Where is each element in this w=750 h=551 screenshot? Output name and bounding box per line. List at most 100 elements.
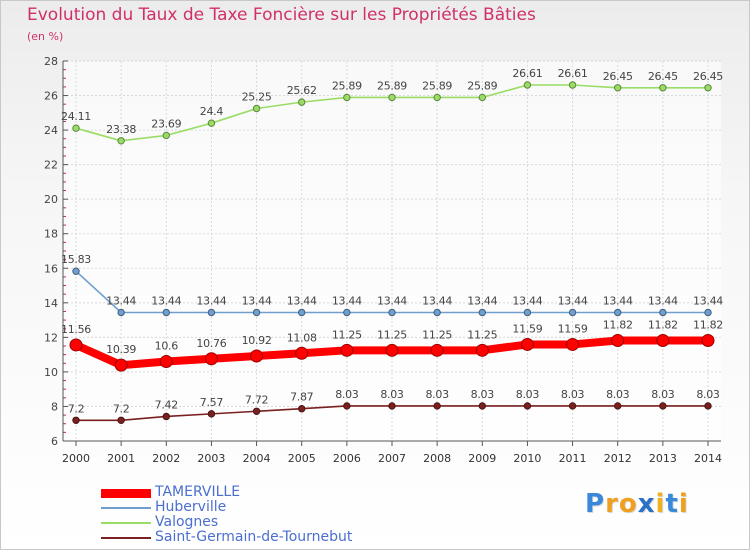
legend-label: Saint-Germain-de-Tournebut [155,529,353,545]
data-point-valognes [659,84,667,92]
y-tick-label: 28 [44,55,58,68]
data-point-valognes [478,93,486,102]
x-tick-label: 2010 [513,452,541,465]
x-tick-label: 2007 [378,452,406,465]
data-label-valognes: 25.62 [287,84,317,97]
y-tick-label: 20 [44,193,58,206]
data-point-tamerville [340,343,354,357]
data-label-tamerville: 11.59 [558,322,588,335]
data-label-huberville: 13.44 [648,294,678,307]
legend-swatch [101,488,151,498]
data-label-tamerville: 11.25 [377,328,407,341]
data-point-huberville [298,308,306,317]
data-label-valognes: 25.25 [242,91,272,104]
x-tick-label: 2003 [197,452,225,465]
data-point-valognes [523,81,532,89]
data-label-saint-germain-de-tournebut: 7.72 [245,393,268,406]
logo-letter: r [605,489,619,519]
data-label-saint-germain-de-tournebut: 7.42 [155,398,178,411]
data-label-valognes: 26.61 [558,67,588,80]
proxiti-logo: Proxiti [585,489,689,519]
data-point-huberville [343,308,351,317]
data-point-tamerville [520,337,534,351]
legend-label: Huberville [155,499,227,515]
data-point-huberville [252,308,261,317]
logo-letter: t [665,489,679,519]
data-point-saint-germain-de-tournebut [207,410,216,418]
legend-swatch [101,522,151,524]
data-label-valognes: 26.45 [693,70,723,83]
data-point-saint-germain-de-tournebut [298,405,306,413]
x-tick-label: 2005 [288,452,316,465]
data-label-saint-germain-de-tournebut: 8.03 [561,388,585,401]
data-label-tamerville: 10.76 [196,337,226,350]
data-label-valognes: 26.45 [648,70,678,83]
x-tick-label: 2001 [107,452,135,465]
y-tick-label: 12 [44,331,58,344]
data-point-huberville [117,308,125,317]
data-label-huberville: 13.44 [287,294,317,307]
data-label-saint-germain-de-tournebut: 7.2 [68,402,85,415]
data-label-huberville: 13.44 [196,294,226,307]
data-label-tamerville: 11.59 [512,322,542,335]
data-point-valognes [343,93,351,102]
x-tick-label: 2013 [649,452,677,465]
data-point-tamerville [385,343,399,357]
data-label-huberville: 13.44 [512,294,542,307]
data-label-tamerville: 11.56 [61,323,91,336]
data-point-tamerville [159,355,173,369]
y-tick-label: 24 [44,124,58,137]
data-label-huberville: 13.44 [603,294,633,307]
logo-letter: i [655,489,666,519]
legend-label: TAMERVILLE [155,484,241,500]
data-point-huberville [433,308,441,317]
data-point-tamerville [566,337,580,351]
data-point-saint-germain-de-tournebut [433,402,441,410]
data-point-tamerville [656,333,670,347]
data-label-valognes: 24.4 [200,105,224,118]
y-tick-label: 22 [44,159,58,172]
data-point-huberville [659,308,667,317]
data-point-huberville [614,308,622,317]
data-label-huberville: 13.44 [242,294,272,307]
data-label-saint-germain-de-tournebut: 8.03 [606,388,630,401]
data-label-valognes: 25.89 [377,79,407,92]
data-point-tamerville [204,352,218,366]
data-label-tamerville: 11.82 [693,318,723,331]
data-point-saint-germain-de-tournebut [478,402,486,410]
y-tick-label: 6 [51,435,58,448]
data-point-valognes [704,84,712,92]
legend-swatch [101,507,151,509]
data-point-valognes [252,104,261,113]
logo-letter: o [618,489,638,519]
series-layer [69,81,715,424]
data-label-saint-germain-de-tournebut: 8.03 [516,388,540,401]
data-point-valognes [614,84,622,92]
x-tick-label: 2006 [333,452,361,465]
data-label-saint-germain-de-tournebut: 7.87 [290,391,314,404]
data-label-tamerville: 11.82 [603,318,633,331]
data-point-huberville [388,308,396,317]
data-label-huberville: 13.44 [106,294,136,307]
data-point-valognes [117,137,125,145]
data-point-saint-germain-de-tournebut [252,407,261,415]
data-point-saint-germain-de-tournebut [343,402,351,410]
data-point-huberville [72,267,80,275]
data-point-tamerville [611,333,625,347]
data-point-saint-germain-de-tournebut [117,416,125,424]
logo-letter: x [637,489,656,519]
y-tick-label: 10 [44,366,58,379]
chart-title: Evolution du Taux de Taxe Foncière sur l… [27,5,536,25]
x-tick-label: 2002 [152,452,180,465]
legend-label: Valognes [155,514,219,530]
y-tick-label: 26 [44,90,58,103]
data-point-tamerville [701,333,715,347]
axes: 6 8 10 12 14 16 18 20 22 24 26 28 2000 2001 2002 2003 20… [44,55,722,465]
logo-letter: i [678,489,689,519]
data-point-valognes [162,131,170,140]
data-point-tamerville [430,343,444,357]
y-tick-label: 16 [44,262,58,275]
data-label-huberville: 13.44 [332,294,362,307]
